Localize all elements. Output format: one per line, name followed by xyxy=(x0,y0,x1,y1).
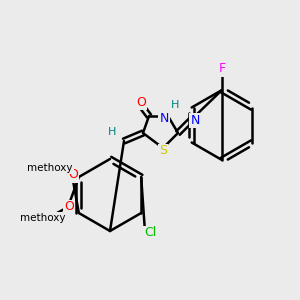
Text: H: H xyxy=(108,127,116,137)
Text: F: F xyxy=(218,62,226,76)
Text: Cl: Cl xyxy=(144,226,156,239)
Text: H: H xyxy=(171,100,179,110)
Text: methoxy: methoxy xyxy=(27,163,73,173)
Text: N: N xyxy=(159,112,169,124)
Text: O: O xyxy=(136,95,146,109)
Text: S: S xyxy=(159,145,167,158)
Text: O: O xyxy=(68,169,78,182)
Text: O: O xyxy=(64,200,74,214)
Text: methoxy: methoxy xyxy=(20,213,66,223)
Text: N: N xyxy=(190,113,200,127)
